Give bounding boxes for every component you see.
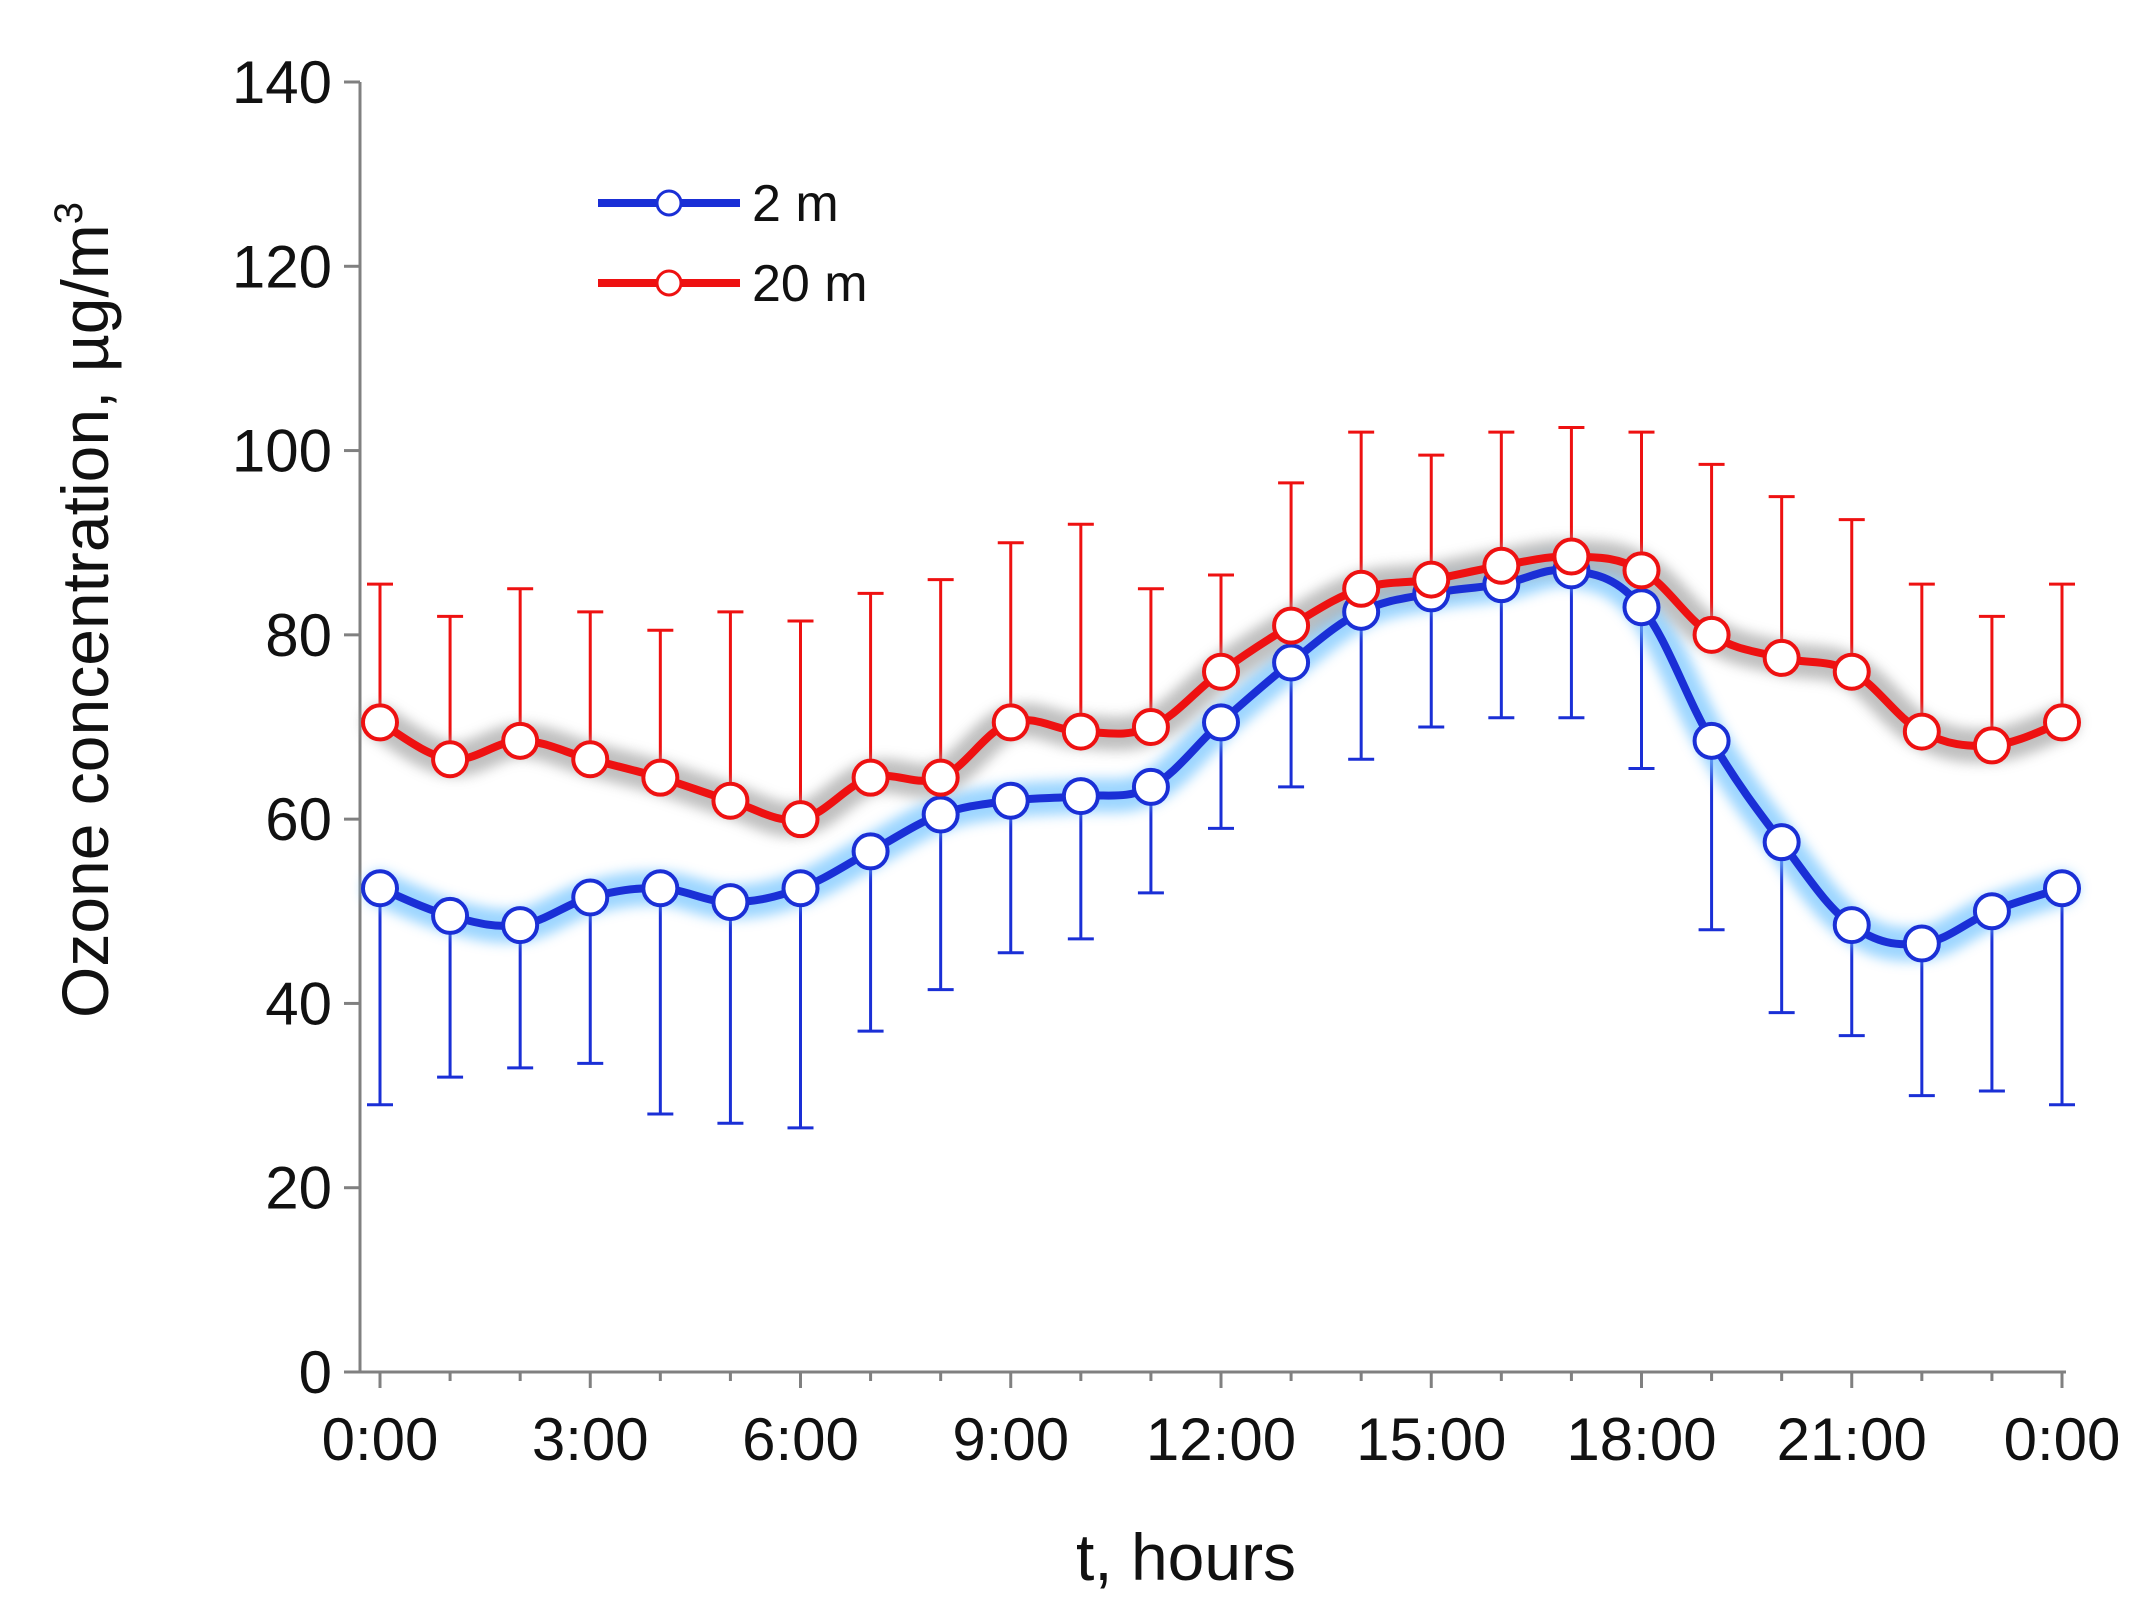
x-tick-label: 9:00 [952,1406,1069,1473]
markers-2m [361,551,2081,963]
error-bars-20m [367,426,2075,820]
legend-marker [655,189,683,217]
data-point [1272,606,1311,645]
y-tick-label: 120 [232,233,332,300]
data-point [851,832,890,871]
data-point [921,795,960,834]
data-point [641,758,680,797]
legend-label: 2 m [752,175,839,233]
x-tick-label: 21:00 [1777,1406,1927,1473]
x-axis-title: t, hours [1076,1520,1296,1594]
data-point [1692,615,1731,654]
y-axis-title: Ozone concentration, µg/m3 [47,202,122,1018]
data-point [711,781,750,820]
data-point [1972,892,2011,931]
data-point [781,800,820,839]
y-tick-label: 140 [232,49,332,116]
data-point [1762,823,1801,862]
legend-item: 2 m [598,175,839,233]
data-point [1482,546,1521,585]
legend-marker [655,269,683,297]
series-markers [361,537,2081,963]
markers-20m [361,537,2081,839]
data-point [2043,869,2081,908]
y-axis-title-superscript: 3 [47,202,91,224]
legend-item: 20 m [598,255,868,313]
data-point [361,703,399,742]
data-point [1762,638,1801,677]
data-point [711,883,750,922]
data-point [1972,726,2011,765]
x-tick-label: 18:00 [1566,1406,1716,1473]
data-point [431,896,470,935]
data-point [571,740,610,779]
legend-label: 20 m [752,255,868,313]
data-point [1202,703,1240,742]
data-point [431,740,470,779]
data-point [1272,643,1311,682]
data-point [641,869,680,908]
data-point [1552,537,1591,576]
data-point [571,878,610,917]
data-point [501,721,540,760]
data-point [1202,652,1240,691]
data-point [991,703,1030,742]
y-axis-title-main: Ozone concentration, µg/m [48,224,122,1018]
x-tick-label: 0:00 [2004,1406,2121,1473]
x-axis-ticks: 0:00 3:00 6:00 9:00 12:00 15:00 18:00 21:00 0:00 [322,1372,2121,1473]
y-tick-label: 40 [265,970,332,1037]
data-point [1061,777,1100,816]
data-point [501,906,540,945]
svg-text:Ozone concentration, µg/m3: Ozone concentration, µg/m3 [47,202,122,1018]
data-point [1342,569,1381,608]
y-tick-label: 20 [265,1155,332,1222]
error-bars-2m [367,570,2075,1130]
data-point [1832,652,1871,691]
data-point [921,758,960,797]
data-point [1131,708,1170,746]
data-point [361,869,399,908]
x-tick-label: 6:00 [742,1406,859,1473]
y-tick-label: 80 [265,602,332,669]
axes: 0 20 40 60 80 100 120 140 0:00 3:00 6:00 9:00 12:00… [232,49,2121,1473]
data-point [1412,560,1451,599]
y-tick-label: 60 [265,786,332,853]
data-point [1622,588,1661,627]
y-tick-label: 100 [232,418,332,485]
data-point [1131,767,1170,806]
data-point [781,869,820,908]
data-point [1832,906,1871,945]
data-point [1692,721,1731,760]
y-tick-label: 0 [299,1339,332,1406]
error-bars [367,426,2075,1130]
data-point [2043,703,2081,742]
data-point [1061,712,1100,751]
data-point [1902,712,1941,751]
data-point [991,781,1030,820]
legend: 2 m 20 m [598,175,868,313]
y-axis-ticks: 0 20 40 60 80 100 120 140 [232,49,360,1406]
x-tick-label: 3:00 [532,1406,649,1473]
data-point [851,758,890,797]
x-tick-label: 12:00 [1146,1406,1296,1473]
data-point [1622,551,1661,590]
x-tick-label: 0:00 [322,1406,439,1473]
data-point [1902,924,1941,963]
x-tick-label: 15:00 [1356,1406,1506,1473]
